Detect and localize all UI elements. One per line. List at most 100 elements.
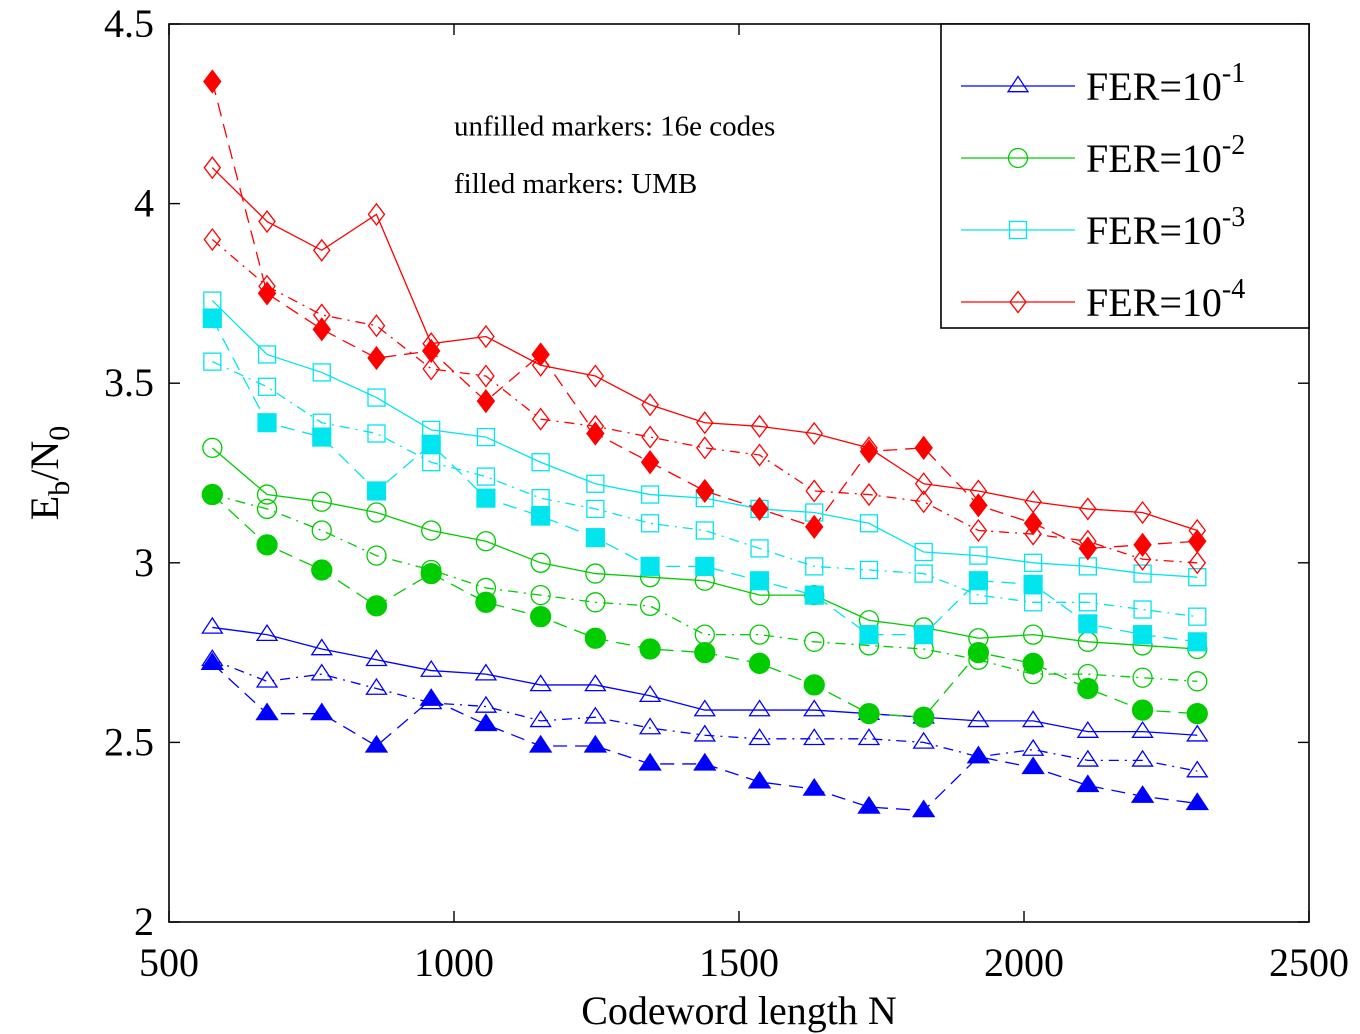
circle-marker	[1187, 671, 1208, 692]
series-triangle-unfilled	[201, 649, 1209, 778]
square-marker	[914, 625, 934, 645]
series-square-filled	[202, 308, 1207, 652]
square-marker	[859, 625, 879, 645]
x-axis-title: Codeword length N	[581, 988, 897, 1033]
triangle-marker	[255, 623, 279, 641]
triangle-marker	[1076, 774, 1100, 793]
legend-label-base: FER=10	[1086, 208, 1222, 253]
square-marker	[968, 571, 988, 591]
square-marker	[914, 542, 933, 562]
circle-marker	[748, 652, 771, 675]
diamond-marker	[477, 324, 495, 349]
legend-item: FER=10-4	[961, 274, 1245, 325]
diamond-marker	[586, 364, 605, 388]
square-marker	[312, 427, 332, 447]
triangle-marker	[1021, 710, 1045, 728]
diamond-marker	[695, 436, 714, 460]
circle-marker	[1132, 667, 1153, 688]
triangle-marker	[419, 688, 443, 706]
triangle-marker	[474, 713, 498, 732]
diamond-marker	[750, 414, 769, 438]
x-tick-label: 2500	[1269, 940, 1349, 985]
circle-marker	[365, 595, 388, 617]
circle-marker	[256, 484, 278, 505]
diamond-marker	[312, 238, 331, 262]
square-marker	[1023, 574, 1043, 594]
square-marker	[1133, 600, 1152, 619]
triangle-marker	[1021, 756, 1045, 775]
triangle-marker	[583, 734, 608, 753]
diamond-marker	[421, 338, 441, 363]
diamond-marker	[914, 435, 933, 460]
triangle-marker	[803, 699, 826, 717]
square-marker	[1188, 607, 1207, 626]
diamond-marker	[805, 421, 824, 446]
triangle-marker	[365, 649, 388, 667]
circle-marker	[311, 491, 332, 512]
diamond-marker	[531, 407, 550, 431]
triangle-marker	[638, 752, 662, 771]
square-marker	[640, 556, 660, 576]
diamond-marker	[203, 227, 222, 252]
diamond-marker	[641, 393, 659, 417]
square-marker	[531, 506, 551, 526]
triangle-marker	[255, 702, 279, 721]
legend-item: FER=10-3	[961, 202, 1245, 253]
square-marker	[969, 546, 988, 565]
triangle-marker	[474, 695, 498, 713]
triangle-marker	[1186, 760, 1209, 778]
square-marker	[1008, 220, 1028, 240]
triangle-marker	[474, 663, 498, 681]
circle-marker	[311, 520, 332, 541]
series-line	[212, 361, 1198, 618]
circle-marker	[1022, 652, 1044, 675]
circle-marker	[858, 703, 880, 725]
triangle-marker	[693, 699, 717, 717]
square-marker	[859, 560, 879, 580]
legend-label: FER=10-4	[1086, 274, 1245, 325]
circle-marker	[366, 545, 387, 566]
square-marker	[366, 481, 387, 501]
square-marker	[1133, 564, 1152, 583]
diamond-marker	[1188, 529, 1207, 554]
diamond-marker	[1023, 511, 1043, 536]
series-line	[211, 167, 1198, 532]
square-marker	[695, 556, 715, 576]
diamond-marker	[422, 357, 441, 381]
triangle-marker	[967, 710, 990, 728]
diamond-marker	[477, 364, 495, 388]
square-marker	[367, 388, 386, 407]
circle-marker	[256, 534, 278, 556]
y-tick-label: 3	[134, 540, 154, 585]
legend-label-base: FER=10	[1086, 280, 1222, 325]
triangle-marker	[1076, 749, 1100, 767]
circle-marker	[585, 563, 606, 584]
triangle-marker	[529, 710, 552, 728]
legend-item: FER=10-2	[961, 130, 1245, 181]
triangle-marker	[310, 638, 333, 656]
square-marker	[1023, 553, 1043, 572]
square-marker	[312, 363, 331, 382]
diamond-marker	[1024, 522, 1042, 546]
y-axis-title: Eb/N0	[22, 426, 76, 520]
series-triangle-filled	[200, 652, 1209, 818]
diamond-marker	[750, 496, 769, 522]
diamond-marker	[203, 156, 222, 180]
triangle-marker	[638, 685, 662, 703]
x-tick-label: 1000	[414, 940, 494, 985]
y-tick-label: 2.5	[104, 719, 154, 764]
circle-marker	[749, 624, 770, 645]
triangle-marker	[857, 795, 881, 814]
square-marker	[1078, 593, 1097, 612]
triangle-marker	[747, 770, 772, 789]
legend-label: FER=10-2	[1086, 130, 1245, 181]
square-marker	[586, 474, 605, 493]
circle-marker	[639, 595, 661, 617]
diamond-marker	[1188, 551, 1207, 575]
legend-item: FER=10-1	[961, 58, 1245, 109]
legend-label-exponent: -2	[1222, 130, 1245, 161]
circle-marker	[530, 552, 551, 573]
triangle-marker	[419, 659, 443, 677]
circle-marker	[694, 624, 715, 645]
